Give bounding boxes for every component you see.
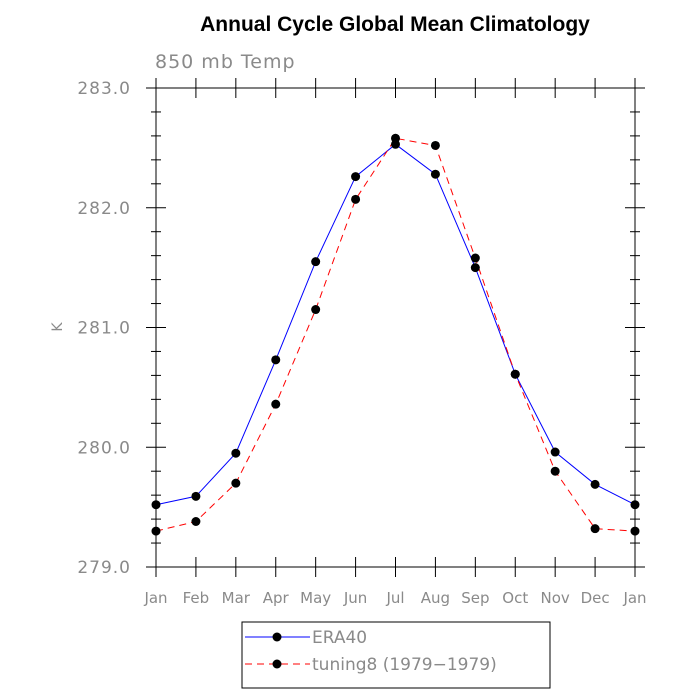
data-point-1-6 [391,133,400,143]
x-tick-label: Mar [222,589,251,607]
x-tick-label: Feb [183,589,210,607]
data-point-1-8 [470,253,480,263]
data-point-1-4 [311,305,321,315]
data-point-1-3 [271,399,281,409]
data-point-1-9 [510,369,520,379]
data-point-1-10 [550,466,560,476]
legend-label-era40: ERA40 [312,628,367,648]
x-tick-label: Jun [343,589,367,607]
legend: ERA40 tuning8 (1979−1979) [241,621,551,689]
data-point-1-1 [191,516,201,526]
data-point-0-5 [351,172,361,182]
data-point-1-12 [630,526,640,536]
data-point-0-0 [151,500,161,510]
x-tick-label: Oct [502,589,528,607]
data-point-0-2 [231,448,241,458]
legend-label-tuning8: tuning8 (1979−1979) [312,655,497,675]
y-tick-label: 283.0 [77,79,131,99]
x-tick-label: Jul [385,589,404,607]
data-point-0-7 [430,169,440,179]
chart-subtitle: 850 mb Temp [155,51,296,73]
chart-title: Annual Cycle Global Mean Climatology [200,13,590,36]
data-point-0-3 [271,355,281,365]
y-tick-label: 279.0 [77,558,131,578]
data-point-1-11 [590,524,600,534]
data-point-0-4 [311,257,321,267]
plot-frame [155,87,636,568]
data-point-0-1 [191,491,201,501]
series-line-1 [155,137,636,532]
data-point-0-10 [550,447,560,457]
x-tick-label: Jan [622,589,646,607]
x-tick-label: Dec [581,589,610,607]
y-axis-label: K [50,322,66,332]
x-tick-label: Apr [263,589,290,607]
axis-ticks: 279.0 280.0 281.0 282.0 283.0 Jan Feb Mar Apr May… [77,78,647,607]
data-point-0-11 [590,479,600,489]
x-tick-label: Aug [421,589,450,607]
data-point-1-0 [151,526,161,536]
series-layer [151,133,640,536]
legend-box [241,621,551,689]
x-tick-label: Sep [461,589,489,607]
legend-marker-tuning8 [272,659,282,669]
y-tick-label: 282.0 [77,199,131,219]
legend-marker-era40 [272,632,282,642]
series-line-0 [155,143,636,506]
data-point-0-12 [630,500,640,510]
data-point-0-8 [470,263,480,273]
data-point-1-7 [430,140,440,150]
x-tick-label: Jan [143,589,167,607]
data-point-1-2 [231,478,241,488]
x-tick-label: May [300,589,331,607]
y-tick-label: 280.0 [77,438,131,458]
data-point-1-5 [351,194,361,204]
y-tick-label: 281.0 [77,319,131,339]
x-tick-label: Nov [541,589,570,607]
